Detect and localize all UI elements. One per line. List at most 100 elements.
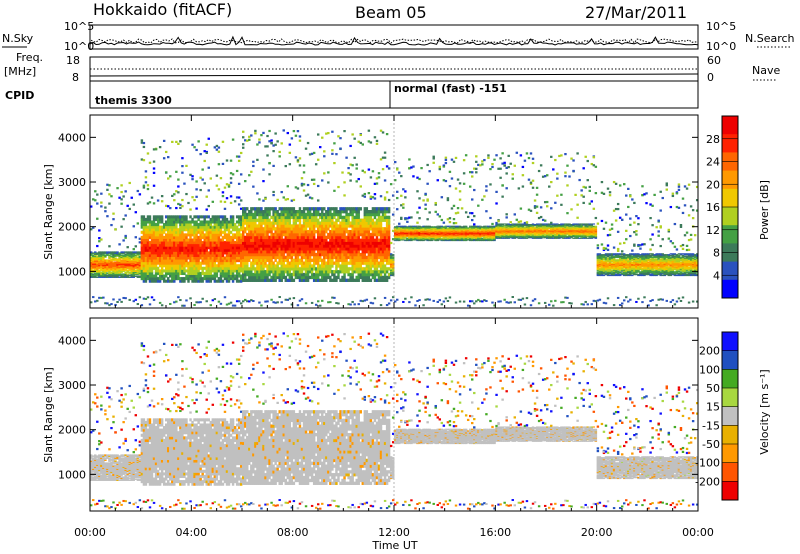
power-cell [373, 136, 377, 139]
power-cell [227, 259, 231, 263]
power-cell [262, 252, 265, 257]
power-cell [274, 218, 277, 222]
power-cell [92, 254, 95, 256]
power-cell [256, 258, 259, 262]
power-cell [290, 230, 294, 234]
power-cell [316, 207, 320, 211]
power-cell [100, 254, 103, 256]
power-cell [292, 270, 296, 274]
power-cell [167, 177, 170, 180]
power-cell [248, 252, 251, 257]
power-cell [104, 261, 107, 263]
power-cell [116, 264, 119, 266]
power-cell [389, 259, 393, 261]
power-cell [268, 235, 271, 240]
power-cell [274, 255, 277, 260]
power-cell [185, 259, 188, 263]
power-cell [106, 270, 109, 272]
power-cell [327, 207, 330, 211]
power-cell [292, 198, 296, 202]
power-cell [319, 258, 322, 262]
power-cell [278, 252, 281, 257]
power-cell [319, 207, 322, 211]
power-cell [316, 258, 320, 262]
power-cell [150, 277, 154, 281]
power-cell [239, 256, 243, 260]
power-cell [162, 248, 166, 252]
power-cell [96, 260, 99, 262]
power-cell [349, 173, 352, 176]
power-cell [353, 270, 356, 274]
power-cell [118, 298, 121, 301]
power-cell [167, 256, 170, 260]
power-cell [118, 273, 121, 275]
power-cell [221, 256, 225, 260]
power-cell [136, 257, 140, 259]
power-cell [371, 212, 375, 217]
power-cell [379, 210, 383, 214]
power-cell [250, 215, 253, 220]
power-cell [454, 237, 458, 239]
power-cell [377, 261, 381, 265]
power-cell [248, 174, 251, 177]
power-cell [306, 218, 310, 222]
power-cell [213, 228, 217, 232]
power-cell [106, 274, 109, 276]
power-cell [213, 269, 217, 273]
power-cell [134, 261, 138, 263]
power-cell [357, 278, 360, 282]
power-cell [112, 269, 115, 271]
power-cell [442, 300, 446, 303]
power-cell [345, 207, 348, 211]
power-cell [337, 212, 340, 217]
power-cell [110, 223, 113, 227]
power-cell [254, 244, 257, 248]
power-cell [209, 304, 212, 307]
power-cell [169, 223, 172, 227]
power-cell [373, 232, 377, 237]
power-cell [132, 253, 135, 255]
power-cell [144, 220, 148, 224]
power-cell [124, 263, 127, 265]
power-cell [365, 212, 369, 217]
power-cell [353, 258, 356, 262]
power-cell [96, 273, 99, 275]
power-cell [130, 263, 133, 265]
power-cell [373, 241, 377, 245]
power-cell [142, 246, 146, 250]
power-cell [286, 267, 290, 271]
power-cell [359, 232, 362, 237]
power-cell [116, 273, 119, 275]
power-cell [339, 235, 342, 240]
power-cell [215, 264, 219, 268]
power-cell [177, 277, 180, 281]
power-cell [179, 246, 182, 250]
power-cell [227, 183, 231, 187]
power-cell [181, 304, 184, 307]
power-cell [321, 264, 324, 268]
power-cell [325, 264, 328, 268]
power-cell [233, 235, 237, 239]
power-cell [90, 260, 93, 262]
power-cell [365, 235, 369, 240]
power-cell [185, 274, 188, 278]
power-cell [244, 272, 247, 277]
power-cell [250, 272, 253, 277]
power-cell [391, 272, 395, 274]
power-cell [193, 264, 196, 268]
power-cell [193, 235, 196, 239]
power-cell [308, 196, 312, 199]
power-cell [359, 230, 362, 234]
power-cell [270, 252, 273, 257]
power-cell [298, 299, 302, 302]
power-cell [351, 258, 354, 262]
power-cell [282, 230, 285, 234]
power-cell [140, 215, 144, 219]
power-cell [94, 252, 97, 254]
power-cell [262, 250, 265, 254]
power-cell [274, 241, 277, 245]
power-cell [160, 251, 164, 255]
power-cell [329, 261, 332, 265]
power-cell [304, 247, 308, 251]
power-cell [173, 223, 176, 227]
